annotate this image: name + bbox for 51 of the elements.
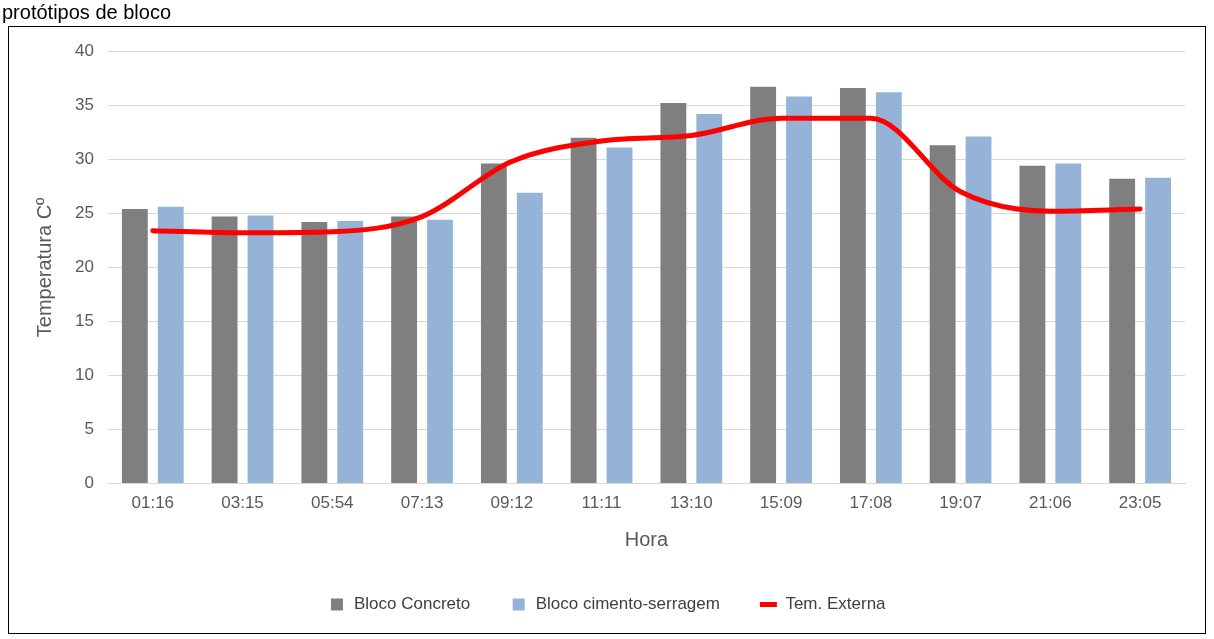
x-tick-label: 23:05: [1118, 493, 1162, 513]
x-tick-label: 05:54: [311, 493, 354, 513]
bar: [660, 103, 687, 484]
y-axis-title: Temperatura Cº: [32, 196, 55, 338]
legend-label: Tem. Externa: [785, 594, 887, 614]
y-tick-label: 25: [74, 203, 94, 223]
x-tick-label: 03:15: [221, 493, 264, 513]
legend-label: Bloco cimento-serragem: [535, 594, 720, 614]
y-tick-label: 20: [74, 257, 94, 277]
bar: [121, 209, 148, 484]
x-tick-label: 17:08: [849, 493, 893, 513]
bar: [1055, 163, 1082, 484]
bar: [157, 206, 184, 484]
y-tick-label: 0: [84, 473, 94, 493]
bar: [1145, 177, 1171, 484]
x-tick-label: 21:06: [1029, 493, 1072, 513]
chart-title: protótipos de bloco: [2, 0, 172, 24]
x-tick-label: 19:07: [939, 493, 982, 513]
x-tick-label: 01:16: [131, 493, 175, 513]
y-tick-label: 30: [74, 148, 94, 168]
bar: [750, 86, 777, 484]
y-tick-label: 35: [74, 94, 94, 114]
bar: [570, 137, 597, 484]
y-tick-label: 5: [84, 419, 94, 439]
x-tick-label: 11:11: [581, 493, 622, 513]
bar: [875, 92, 902, 484]
bar: [211, 216, 238, 484]
x-tick-label: 09:12: [490, 493, 534, 513]
bar: [839, 87, 866, 484]
legend-label: Bloco Concreto: [353, 594, 471, 614]
bar: [696, 113, 723, 484]
x-tick-label: 07:13: [400, 493, 444, 513]
bar: [301, 222, 328, 484]
bar: [247, 215, 274, 484]
bar: [1019, 165, 1046, 484]
bar: [965, 136, 992, 484]
bar: [516, 192, 543, 484]
bar: [606, 147, 633, 484]
y-tick-label: 10: [74, 365, 94, 385]
bar: [1109, 178, 1136, 484]
x-axis-title: Hora: [624, 527, 669, 550]
bar: [786, 96, 812, 484]
x-tick-label: 15:09: [759, 493, 803, 513]
bar: [391, 216, 418, 484]
x-tick-label: 13:10: [670, 493, 713, 513]
bar: [480, 163, 507, 484]
bar: [929, 145, 956, 484]
bar: [337, 220, 364, 484]
y-tick-label: 40: [74, 40, 94, 60]
bar: [427, 219, 453, 484]
y-tick-label: 15: [74, 311, 94, 331]
